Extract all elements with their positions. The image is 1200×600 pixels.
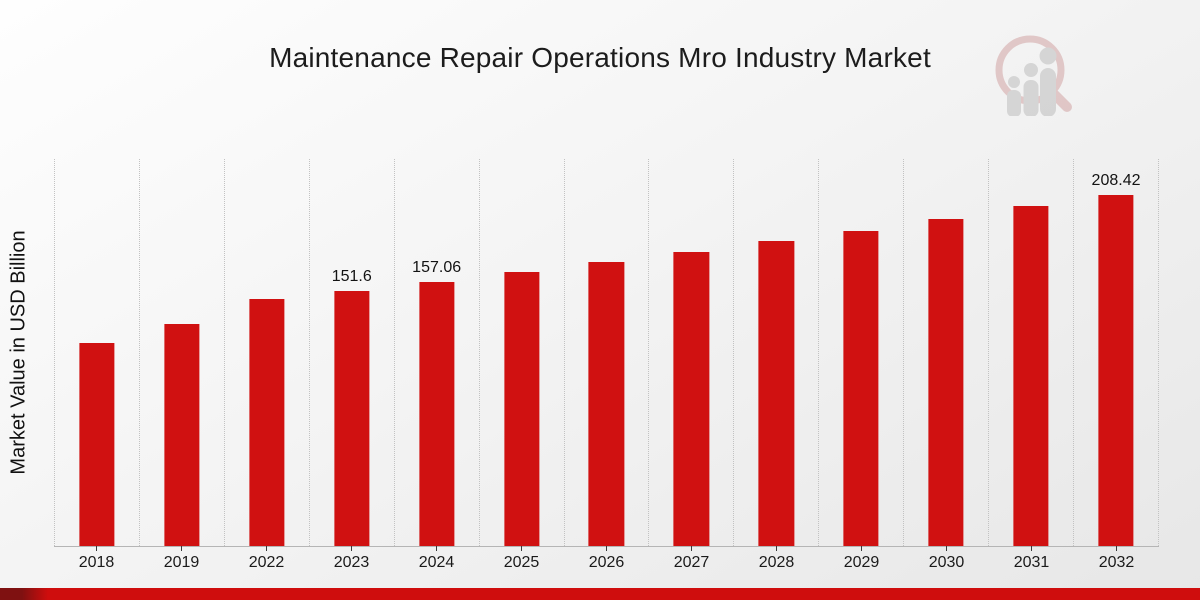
bar-2031 (1013, 205, 1049, 546)
x-axis-label-2032: 2032 (1098, 554, 1135, 571)
x-axis-label-2027: 2027 (673, 554, 710, 571)
x-axis-tick (861, 546, 862, 551)
chart-column-2022 (225, 159, 310, 546)
x-axis-tick (691, 546, 692, 551)
bar-value-label-2032: 208.42 (1091, 172, 1141, 190)
bar-2024 (419, 281, 455, 546)
x-axis-label-2030: 2030 (928, 554, 965, 571)
x-axis-cell-2024: 2024 (394, 546, 479, 572)
x-axis-label-2025: 2025 (503, 554, 540, 571)
x-axis-cell-2027: 2027 (649, 546, 734, 572)
x-axis-cell-2032: 2032 (1074, 546, 1159, 572)
chart-column-2019 (140, 159, 225, 546)
x-axis-tick (266, 546, 267, 551)
x-axis-cell-2022: 2022 (224, 546, 309, 572)
chart-column-2030 (904, 159, 990, 546)
x-axis: 2018 2019 2022 2023 2024 2025 2026 2027 2028 2029… (54, 546, 1159, 572)
magnifier-growth-logo-icon (995, 35, 1072, 117)
chart-column-2031 (989, 159, 1075, 546)
bar-2026 (588, 261, 625, 546)
bar-value-label-2024: 157.06 (412, 258, 462, 276)
bar-2023 (334, 290, 370, 546)
x-axis-tick (436, 546, 437, 551)
chart-column-2027 (649, 159, 735, 546)
x-axis-label-2019: 2019 (163, 554, 200, 571)
x-axis-tick (1031, 546, 1032, 551)
x-axis-label-2028: 2028 (758, 554, 795, 571)
x-axis-cell-2030: 2030 (904, 546, 989, 572)
chart-column-2023: 151.6 (310, 159, 395, 546)
chart-column-2018 (54, 159, 140, 546)
bar-2022 (249, 298, 285, 546)
chart-column-2024: 157.06 (395, 159, 480, 546)
x-axis-cell-2023: 2023 (309, 546, 394, 572)
bar-value-label-2023: 151.6 (331, 267, 372, 285)
chart-column-2029 (819, 159, 905, 546)
bar-2032 (1098, 195, 1134, 546)
x-axis-tick (606, 546, 607, 551)
x-axis-tick (776, 546, 777, 551)
x-axis-label-2022: 2022 (248, 554, 285, 571)
x-axis-tick (351, 546, 352, 551)
x-axis-cell-2018: 2018 (54, 546, 139, 572)
x-axis-label-2018: 2018 (78, 554, 115, 571)
bar-2028 (758, 240, 794, 546)
x-axis-cell-2031: 2031 (989, 546, 1074, 572)
chart-column-2028 (734, 159, 820, 546)
x-axis-label-2029: 2029 (843, 554, 880, 571)
chart-column-2032: 208.42 (1074, 159, 1159, 546)
y-axis-title: Market Value in USD Billion (7, 230, 30, 475)
x-axis-cell-2019: 2019 (139, 546, 224, 572)
bar-2018 (79, 342, 115, 546)
x-axis-tick (521, 546, 522, 551)
x-axis-cell-2029: 2029 (819, 546, 904, 572)
bar-2029 (843, 230, 879, 546)
x-axis-tick (96, 546, 97, 551)
x-axis-label-2024: 2024 (418, 554, 455, 571)
x-axis-tick (1116, 546, 1117, 551)
chart-column-2026 (565, 159, 650, 546)
bar-2019 (164, 323, 200, 546)
x-axis-cell-2025: 2025 (479, 546, 564, 572)
x-axis-cell-2026: 2026 (564, 546, 649, 572)
x-axis-label-2031: 2031 (1013, 554, 1050, 571)
growth-people-bars (1007, 47, 1057, 117)
x-axis-tick (181, 546, 182, 551)
market-research-logo (988, 28, 1080, 117)
chart-title: Maintenance Repair Operations Mro Indust… (269, 42, 931, 73)
bar-2027 (673, 251, 710, 546)
x-axis-label-2023: 2023 (333, 554, 370, 571)
x-axis-label-2026: 2026 (588, 554, 625, 571)
chart-column-2025 (480, 159, 565, 546)
x-axis-cell-2028: 2028 (734, 546, 819, 572)
bar-2030 (928, 218, 964, 546)
x-axis-tick (946, 546, 947, 551)
bottom-accent-bar (0, 588, 1200, 600)
plot-area: 151.6 157.06 208.42 (54, 159, 1159, 547)
bar-2025 (503, 271, 540, 546)
